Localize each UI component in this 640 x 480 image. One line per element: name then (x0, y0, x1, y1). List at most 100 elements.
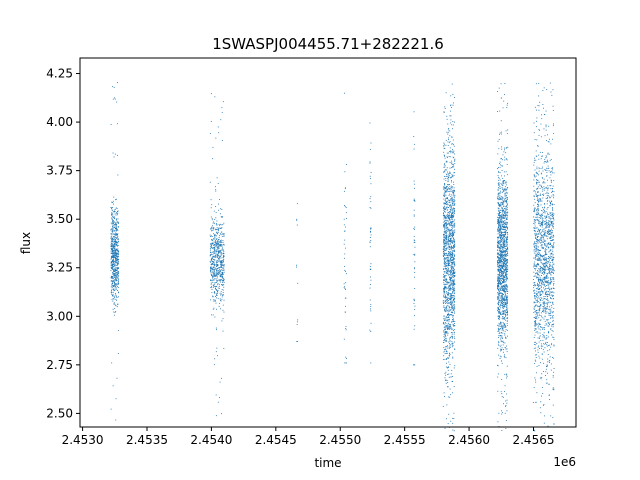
data-point (211, 285, 212, 287)
data-point (446, 115, 448, 117)
data-point (414, 200, 416, 202)
data-point (115, 208, 116, 210)
data-point (503, 313, 504, 315)
data-point (505, 227, 506, 229)
data-point (443, 239, 445, 241)
data-point (447, 328, 449, 330)
data-point (505, 254, 507, 256)
data-point (450, 323, 452, 325)
data-point (448, 327, 450, 329)
data-point (497, 343, 499, 345)
data-point (448, 317, 450, 318)
data-point (497, 221, 499, 223)
data-point (444, 232, 446, 234)
data-point (498, 220, 500, 222)
data-point (505, 219, 507, 220)
data-point (114, 270, 116, 272)
data-point (507, 102, 509, 104)
data-point (497, 219, 499, 221)
data-point (546, 337, 548, 339)
data-point (211, 226, 213, 228)
data-point (112, 261, 114, 263)
data-point (449, 344, 451, 346)
data-point (547, 361, 549, 363)
data-point (502, 272, 504, 274)
data-point (220, 261, 222, 263)
data-point (448, 219, 450, 221)
data-point (502, 268, 504, 270)
data-point (501, 250, 502, 252)
data-point (503, 275, 505, 277)
data-point (444, 256, 446, 258)
data-point (210, 282, 212, 284)
data-point (533, 246, 535, 248)
data-point (113, 255, 115, 257)
data-point (112, 279, 114, 281)
data-point (445, 371, 447, 373)
data-point (504, 199, 506, 201)
data-point (218, 228, 220, 230)
data-point (542, 345, 544, 347)
data-point (216, 271, 218, 273)
data-point (501, 218, 503, 220)
data-point (115, 257, 117, 259)
data-point (222, 289, 224, 291)
data-point (502, 259, 504, 261)
data-point (450, 247, 452, 249)
data-point (547, 299, 548, 301)
data-point (448, 376, 450, 378)
data-point (500, 228, 502, 230)
data-point (500, 205, 502, 207)
data-point (111, 225, 113, 227)
data-point (211, 227, 213, 229)
data-point (451, 216, 453, 218)
data-point (498, 312, 500, 314)
data-point (451, 217, 453, 219)
data-point (211, 289, 213, 291)
data-point (504, 334, 506, 336)
data-point (498, 282, 500, 284)
data-point (117, 221, 119, 223)
data-point (443, 280, 445, 281)
data-point (501, 254, 503, 256)
data-point (499, 332, 501, 334)
data-point (210, 299, 212, 301)
data-point (501, 276, 503, 278)
data-point (216, 293, 218, 295)
data-point (498, 241, 499, 243)
data-point (210, 261, 211, 263)
data-point (506, 262, 508, 264)
data-point (213, 364, 215, 366)
data-point (505, 130, 507, 132)
data-point (112, 269, 114, 270)
data-point (112, 294, 114, 296)
data-point (449, 240, 451, 241)
data-point (454, 275, 456, 277)
data-point (543, 258, 544, 260)
data-point (498, 294, 500, 296)
data-point (443, 186, 445, 187)
data-point (506, 307, 508, 309)
data-point (499, 215, 501, 217)
data-point (497, 243, 499, 244)
data-point (344, 286, 346, 288)
data-point (533, 386, 535, 388)
data-point (501, 360, 502, 362)
data-point (113, 297, 115, 299)
data-point (497, 252, 498, 254)
data-point (452, 221, 454, 223)
data-point (500, 234, 502, 236)
data-point (111, 228, 113, 230)
data-point (369, 299, 371, 301)
data-point (502, 224, 504, 226)
data-point (500, 322, 501, 324)
data-point (450, 420, 452, 422)
data-point (216, 177, 218, 179)
data-point (414, 305, 416, 307)
data-point (497, 175, 499, 177)
data-point (499, 228, 501, 230)
data-point (213, 255, 215, 257)
data-point (117, 222, 119, 224)
data-point (498, 277, 500, 279)
data-point (505, 245, 507, 247)
